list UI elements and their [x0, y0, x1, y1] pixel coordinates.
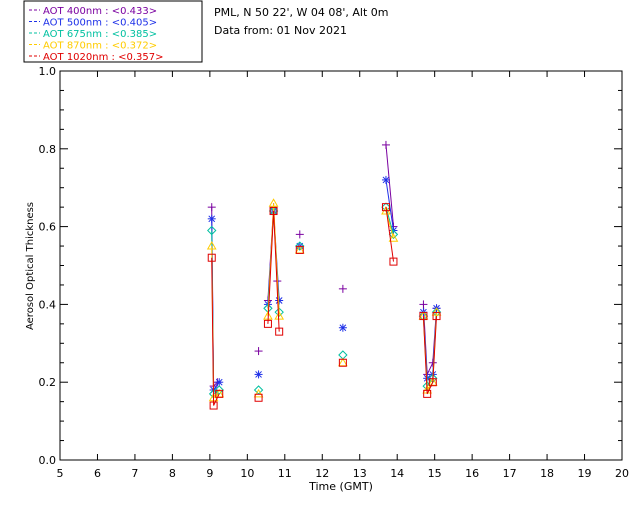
series-line [422, 316, 437, 395]
y-tick-label: 0.2 [39, 376, 57, 389]
legend-label: AOT 1020nm : <0.357> [43, 52, 163, 63]
data-point-star [381, 175, 390, 184]
series-2 [207, 175, 441, 394]
series-line [385, 206, 394, 235]
data-point-plus [419, 300, 428, 309]
data-point-square [263, 319, 272, 328]
data-point-star [207, 214, 216, 223]
data-point-diamond [388, 229, 399, 240]
data-point-square [269, 207, 278, 216]
series-3 [207, 202, 442, 399]
data-point-star [215, 378, 224, 387]
data-point-triangle [431, 307, 442, 316]
data-point-plus [254, 347, 263, 356]
data-point-square [381, 203, 390, 212]
data-point-plus [428, 358, 437, 367]
x-tick-label: 18 [540, 467, 554, 480]
series-1 [207, 140, 441, 391]
series-line [385, 144, 394, 227]
site-location-label: PML, N 50 22', W 04 08', Alt 0m [214, 6, 388, 19]
data-point-square [275, 327, 284, 336]
data-point-square [338, 358, 347, 367]
data-point-triangle [338, 357, 348, 367]
data-point-plus [381, 140, 390, 149]
x-tick-label: 20 [615, 467, 629, 480]
x-tick-label: 6 [94, 467, 101, 480]
series-line [385, 207, 394, 262]
data-point-diamond [295, 241, 305, 251]
x-tick-label: 7 [131, 467, 138, 480]
data-point-diamond [274, 307, 284, 317]
legend-label: AOT 870nm : <0.372> [43, 41, 157, 52]
x-tick-label: 10 [240, 467, 254, 480]
y-tick-label: 0.4 [39, 298, 57, 311]
x-tick-label: 5 [57, 467, 64, 480]
data-date-label: Data from: 01 Nov 2021 [214, 24, 347, 37]
y-tick-label: 0.8 [39, 143, 57, 156]
legend-label: AOT 675nm : <0.385> [43, 29, 157, 40]
data-point-square [254, 393, 263, 402]
data-point-triangle [206, 241, 217, 250]
data-point-square [419, 312, 428, 321]
series-line [267, 210, 280, 332]
data-point-plus [295, 230, 304, 239]
y-tick-label: 1.0 [39, 65, 57, 78]
data-point-square [295, 245, 304, 254]
data-point-square [215, 389, 224, 398]
x-axis-title: Time (GMT) [308, 480, 373, 493]
series-4 [206, 198, 442, 402]
x-tick-label: 12 [315, 467, 329, 480]
axis-ticks: 5 6 7 8 9 10 11 12 13 14 15 16 17 18 19 20 0.0 0.2 0.4 0.6 0… [39, 65, 630, 480]
data-point-triangle [253, 388, 264, 398]
data-point-star [338, 323, 347, 332]
data-point-plus [338, 284, 347, 293]
data-point-triangle [274, 311, 285, 320]
plot-frame [59, 70, 623, 461]
data-point-square [423, 389, 432, 398]
y-axis-title: Aerosol Optical Thickness [25, 202, 36, 330]
data-point-square [209, 401, 218, 410]
data-point-diamond [207, 225, 217, 236]
data-point-square [389, 257, 398, 266]
x-tick-label: 17 [503, 467, 517, 480]
x-tick-label: 13 [353, 467, 367, 480]
y-tick-label: 0.0 [39, 454, 57, 467]
data-point-triangle [388, 233, 399, 242]
x-tick-label: 15 [428, 467, 442, 480]
data-point-plus [207, 203, 216, 212]
x-tick-label: 8 [169, 467, 176, 480]
series-5 [207, 203, 441, 410]
legend-label: AOT 400nm : <0.433> [43, 6, 157, 17]
data-point-square [207, 253, 216, 262]
x-tick-label: 14 [390, 467, 404, 480]
data-point-square [428, 378, 437, 387]
y-tick-label: 0.6 [39, 221, 57, 234]
series-layer [206, 140, 442, 410]
x-tick-label: 11 [278, 467, 292, 480]
legend: AOT 400nm : <0.433>AOT 500nm : <0.405>AO… [23, 0, 203, 63]
data-point-square [432, 312, 441, 321]
x-tick-label: 19 [578, 467, 592, 480]
x-tick-label: 9 [206, 467, 213, 480]
legend-label: AOT 500nm : <0.405> [43, 18, 157, 29]
x-tick-label: 16 [465, 467, 479, 480]
data-point-triangle [268, 198, 279, 207]
data-point-star [254, 370, 263, 379]
